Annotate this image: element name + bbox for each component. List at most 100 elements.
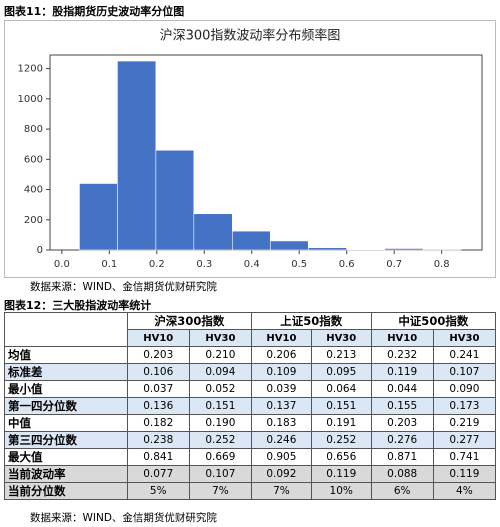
cell: 0.136	[126, 397, 190, 415]
cell: 0.841	[126, 448, 190, 466]
bar	[231, 230, 271, 251]
cell: 0.203	[126, 346, 190, 364]
cell: 0.064	[310, 380, 372, 398]
source: 数据来源：WIND、金信期货优财研究院	[30, 512, 217, 524]
cell: 0.088	[370, 465, 434, 483]
cell: 0.173	[432, 397, 497, 415]
cell: 0.252	[310, 431, 372, 449]
chart: 沪深300指数波动率分布频率图 0 200 400 600 800 1000 1200 0.0…	[4, 20, 496, 278]
bar	[79, 183, 118, 251]
row-label: 当前分位数	[4, 482, 128, 500]
figure-title: 图表11：股指期货历史波动率分位图	[4, 5, 185, 18]
cell: 0.151	[188, 397, 252, 415]
cell: 0.905	[250, 448, 312, 466]
cell: 0.119	[310, 465, 372, 483]
y-tick-label: 1200	[18, 64, 43, 75]
cell: 0.276	[370, 431, 434, 449]
cell: 0.219	[432, 414, 497, 432]
x-tick-label: 0.6	[339, 259, 355, 270]
table-row: 第一四分位数 0.136 0.151 0.137 0.151 0.155 0.173	[4, 397, 497, 415]
cell: 0.107	[188, 465, 252, 483]
bar	[117, 60, 157, 251]
x-tick-label: 0.0	[54, 259, 70, 270]
cell: 0.095	[310, 363, 372, 381]
cell: 0.094	[188, 363, 252, 381]
cell: 10%	[310, 482, 372, 500]
subheader-row: HV10 HV30 HV10 HV30 HV10 HV30	[5, 329, 497, 347]
bar	[307, 247, 348, 251]
row-label: 当前波动率	[4, 465, 128, 483]
cell: 0.206	[250, 346, 312, 364]
x-tick-label: 0.1	[101, 259, 117, 270]
cell: 0.183	[250, 414, 312, 432]
cell: 0.191	[310, 414, 372, 432]
cell: 0.210	[188, 346, 252, 364]
y-tick-label: 1000	[18, 94, 43, 105]
cell: 0.037	[126, 380, 190, 398]
table-row: 当前分位数 5% 7% 7% 10% 6% 4%	[4, 482, 497, 500]
bar	[269, 240, 309, 251]
group-header: 沪深300指数	[126, 312, 252, 330]
y-tick-label: 600	[24, 154, 43, 165]
x-tick-label: 0.3	[196, 259, 212, 270]
table-row: 中值 0.182 0.190 0.183 0.191 0.203 0.219	[4, 414, 497, 432]
cell: 0.137	[250, 397, 312, 415]
cell: 0.238	[126, 431, 190, 449]
row-label: 第一四分位数	[4, 397, 128, 415]
table-row: 均值 0.203 0.210 0.206 0.213 0.232 0.241	[4, 346, 497, 364]
header-row: 沪深300指数 上证50指数 中证500指数	[4, 312, 497, 347]
cell: 0.190	[188, 414, 252, 432]
bar	[193, 213, 233, 251]
cell: 0.871	[370, 448, 434, 466]
cell: 0.107	[432, 363, 497, 381]
cell: 0.656	[310, 448, 372, 466]
y-tick-label: 400	[24, 185, 43, 196]
cell: 0.106	[126, 363, 190, 381]
cell: 0.052	[188, 380, 252, 398]
row-label: 均值	[4, 346, 128, 364]
cell: 5%	[126, 482, 190, 500]
bar	[155, 149, 195, 251]
bar	[422, 248, 462, 251]
cell: 7%	[188, 482, 252, 500]
cell: 0.203	[370, 414, 434, 432]
subheader: HV10	[250, 329, 312, 347]
row-label: 标准差	[4, 363, 128, 381]
cell: 0.213	[310, 346, 372, 364]
subheader: HV10	[370, 329, 434, 347]
cell: 0.277	[432, 431, 497, 449]
cell: 4%	[432, 482, 497, 500]
cell: 7%	[250, 482, 312, 500]
group-header: 上证50指数	[250, 312, 372, 330]
cell: 0.090	[432, 380, 497, 398]
chart-title: 沪深300指数波动率分布频率图	[160, 28, 341, 44]
cell: 0.092	[250, 465, 312, 483]
cell: 0.232	[370, 346, 434, 364]
y-tick-label: 0	[37, 245, 43, 256]
figure-title: 图表12：三大股指波动率统计	[4, 299, 152, 312]
row-label: 中值	[4, 414, 128, 432]
y-tick-label: 800	[24, 124, 43, 135]
cell: 0.044	[370, 380, 434, 398]
row-label: 最小值	[4, 380, 128, 398]
x-tick-label: 0.4	[244, 259, 260, 270]
source: 数据来源：WIND、金信期货优财研究院	[30, 281, 217, 293]
cell: 0.669	[188, 448, 252, 466]
cell: 0.077	[126, 465, 190, 483]
cell: 0.741	[432, 448, 497, 466]
y-tick-label: 200	[24, 215, 43, 226]
cell: 0.246	[250, 431, 312, 449]
cell: 0.182	[126, 414, 190, 432]
cell: 0.109	[250, 363, 312, 381]
table-row: 第三四分位数 0.238 0.252 0.246 0.252 0.276 0.277	[4, 431, 497, 449]
row-label: 第三四分位数	[4, 431, 128, 449]
table-row: 当前波动率 0.077 0.107 0.092 0.119 0.088 0.119	[4, 465, 497, 483]
bar	[384, 248, 424, 251]
x-tick-label: 0.7	[386, 259, 402, 270]
table-row: 最大值 0.841 0.669 0.905 0.656 0.871 0.741	[4, 448, 497, 466]
cell: 0.252	[188, 431, 252, 449]
cell: 0.039	[250, 380, 312, 398]
x-tick-label: 0.8	[434, 259, 450, 270]
subheader: HV30	[432, 329, 497, 347]
